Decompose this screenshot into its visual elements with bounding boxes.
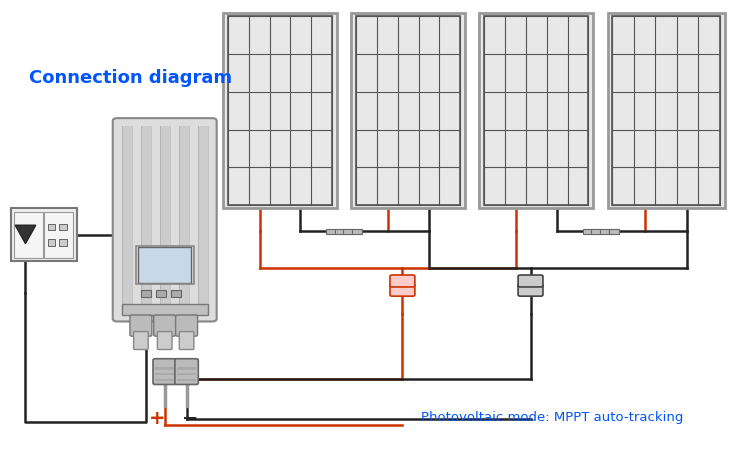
Text: Connection diagram: Connection diagram — [29, 69, 232, 87]
Bar — [583, 229, 593, 235]
FancyBboxPatch shape — [390, 285, 415, 297]
FancyBboxPatch shape — [518, 275, 543, 287]
Bar — [44, 213, 73, 258]
Bar — [155, 379, 174, 381]
Bar — [156, 291, 166, 297]
Bar — [138, 248, 191, 284]
Bar — [160, 126, 170, 314]
Text: −: − — [182, 408, 198, 427]
Bar — [343, 229, 354, 235]
FancyBboxPatch shape — [390, 275, 415, 287]
Bar — [59, 224, 67, 231]
Bar — [335, 229, 345, 235]
Bar — [356, 17, 460, 206]
Bar — [11, 209, 77, 262]
Bar — [352, 229, 362, 235]
Bar — [198, 126, 208, 314]
FancyBboxPatch shape — [133, 332, 148, 350]
FancyBboxPatch shape — [153, 359, 176, 385]
Bar — [155, 373, 174, 375]
Bar — [479, 14, 593, 209]
Bar — [59, 240, 67, 247]
Bar — [591, 229, 602, 235]
FancyBboxPatch shape — [175, 359, 198, 385]
Bar — [351, 14, 465, 209]
Polygon shape — [15, 226, 36, 244]
Bar — [223, 14, 337, 209]
Text: +: + — [149, 408, 165, 427]
Bar — [177, 379, 196, 381]
Bar — [141, 126, 151, 314]
Bar — [136, 246, 193, 285]
Bar — [177, 373, 196, 375]
Bar — [122, 304, 208, 315]
Bar — [600, 229, 610, 235]
Bar — [484, 17, 589, 206]
Bar — [171, 291, 181, 297]
Bar — [122, 126, 132, 314]
Bar — [155, 368, 174, 370]
FancyBboxPatch shape — [154, 315, 176, 336]
Bar — [608, 14, 725, 209]
Bar — [177, 368, 196, 370]
FancyBboxPatch shape — [518, 285, 543, 297]
FancyBboxPatch shape — [179, 332, 194, 350]
Bar — [48, 224, 55, 231]
FancyBboxPatch shape — [157, 332, 172, 350]
Bar — [141, 291, 152, 297]
Text: Photovoltaic mode: MPPT auto-tracking: Photovoltaic mode: MPPT auto-tracking — [421, 410, 683, 423]
Bar — [48, 240, 55, 247]
Bar — [326, 229, 336, 235]
Bar — [14, 213, 43, 258]
Bar — [609, 229, 619, 235]
Bar — [228, 17, 332, 206]
FancyBboxPatch shape — [113, 119, 217, 322]
Bar — [179, 126, 189, 314]
FancyBboxPatch shape — [130, 315, 152, 336]
FancyBboxPatch shape — [176, 315, 198, 336]
Bar — [612, 17, 720, 206]
